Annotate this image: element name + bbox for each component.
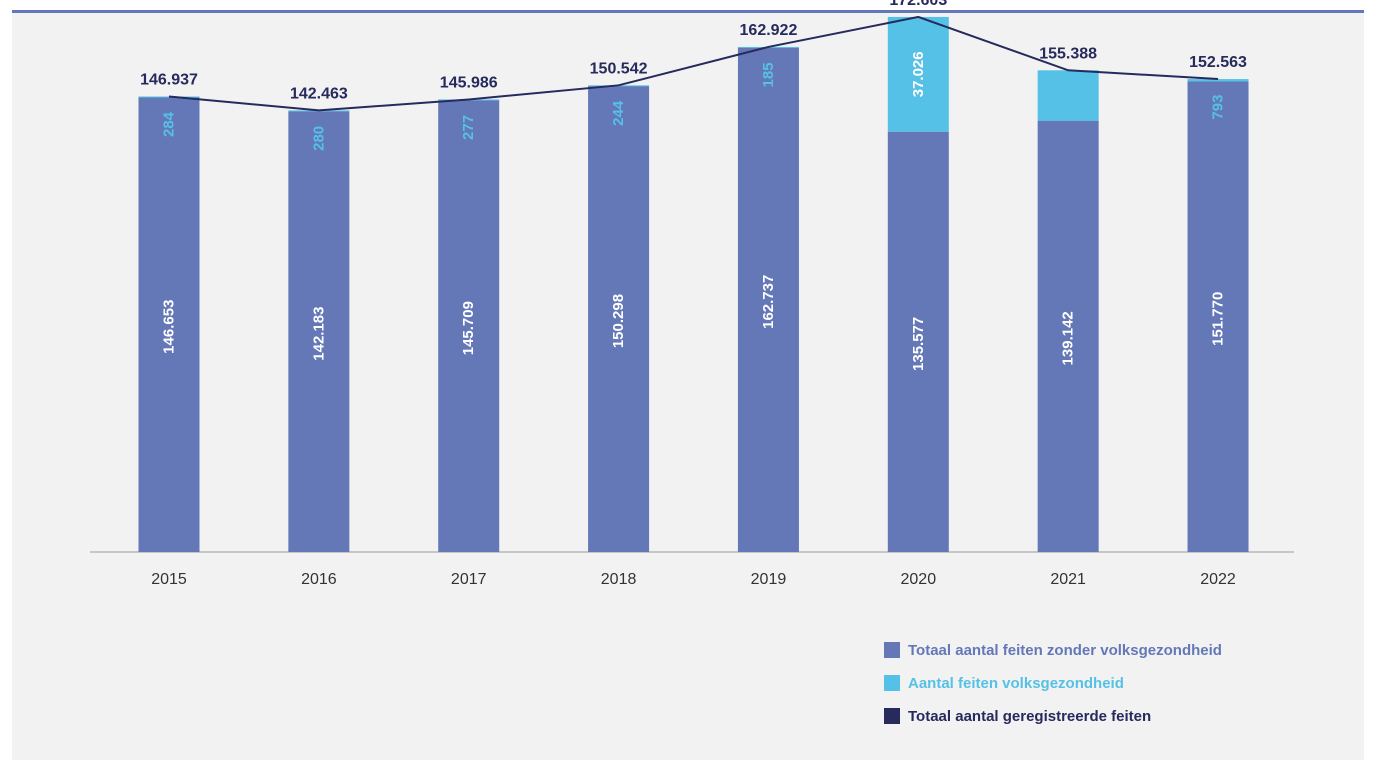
top-rule bbox=[12, 10, 1364, 13]
total-label-2019: 162.922 bbox=[740, 22, 798, 39]
series-total-labels: 146.937 142.463 145.986 150.542 162.922 172.6… bbox=[140, 0, 1247, 102]
bar-base-2020 bbox=[887, 131, 949, 552]
bar-volks-2022 bbox=[1187, 79, 1249, 82]
x-tick-2021: 2021 bbox=[1050, 571, 1086, 588]
bar-base-label-2018: 150.298 bbox=[610, 294, 627, 348]
bar-base-2022 bbox=[1187, 81, 1249, 552]
bar-volks-2020 bbox=[887, 16, 949, 132]
bar-volks-label-2019: 185 bbox=[760, 62, 777, 87]
bar-base-2021 bbox=[1037, 120, 1099, 553]
total-label-2021: 155.388 bbox=[1039, 45, 1097, 62]
legend: Totaal aantal feiten zonder volksgezondh… bbox=[884, 641, 1222, 740]
series-base-bars bbox=[138, 47, 1249, 553]
bar-base-label-2019: 162.737 bbox=[760, 275, 777, 329]
legend-swatch-total bbox=[884, 708, 900, 724]
series-volks-labels: 284 280 277 244 185 37.026 16.246 793 bbox=[161, 51, 1227, 151]
bar-volks-label-2018: 244 bbox=[610, 100, 627, 126]
total-series-line bbox=[168, 15, 1219, 112]
legend-label-volks: Aantal feiten volksgezondheid bbox=[908, 674, 1124, 692]
total-label-2017: 145.986 bbox=[440, 74, 498, 91]
bar-volks-label-2021: 16.246 bbox=[1060, 75, 1077, 121]
x-tick-2022: 2022 bbox=[1200, 571, 1236, 588]
x-tick-2020: 2020 bbox=[901, 571, 937, 588]
legend-item-volks: Aantal feiten volksgezondheid bbox=[884, 674, 1222, 692]
x-tick-labels: 2015 2016 2017 2018 2019 2020 2021 2022 bbox=[151, 571, 1236, 588]
total-label-2016: 142.463 bbox=[290, 85, 348, 102]
bar-base-label-2017: 145.709 bbox=[460, 301, 477, 355]
x-tick-2016: 2016 bbox=[301, 571, 337, 588]
bar-base-2016 bbox=[288, 111, 350, 552]
bar-base-2019 bbox=[737, 47, 799, 553]
bar-volks-label-2015: 284 bbox=[161, 111, 178, 137]
total-label-2018: 150.542 bbox=[590, 60, 648, 77]
bar-base-label-2021: 139.142 bbox=[1060, 311, 1077, 365]
x-tick-2017: 2017 bbox=[451, 571, 487, 588]
legend-item-total: Totaal aantal geregistreerde feiten bbox=[884, 707, 1222, 725]
bar-base-2018 bbox=[588, 86, 650, 552]
x-tick-2018: 2018 bbox=[601, 571, 637, 588]
bar-volks-label-2020: 37.026 bbox=[910, 51, 927, 97]
legend-item-base: Totaal aantal feiten zonder volksgezondh… bbox=[884, 641, 1222, 659]
bar-base-label-2022: 151.770 bbox=[1210, 292, 1227, 346]
bar-base-label-2016: 142.183 bbox=[310, 306, 327, 360]
bar-base-label-2015: 146.653 bbox=[161, 300, 178, 354]
legend-label-base: Totaal aantal feiten zonder volksgezondh… bbox=[908, 641, 1222, 659]
bar-volks-2021 bbox=[1037, 70, 1099, 121]
x-tick-2015: 2015 bbox=[151, 571, 187, 588]
legend-label-total: Totaal aantal geregistreerde feiten bbox=[908, 707, 1152, 725]
series-base-labels: 146.653 142.183 145.709 150.298 162.737 135.5… bbox=[161, 275, 1227, 371]
bar-volks-label-2022: 793 bbox=[1210, 95, 1227, 120]
bar-base-2017 bbox=[438, 100, 500, 553]
legend-swatch-base bbox=[884, 642, 900, 658]
chart-panel bbox=[12, 10, 1364, 760]
total-label-2022: 152.563 bbox=[1189, 54, 1247, 71]
bar-volks-label-2016: 280 bbox=[310, 126, 327, 151]
legend-swatch-volks bbox=[884, 675, 900, 691]
bar-base-2015 bbox=[138, 97, 200, 552]
total-label-2015: 146.937 bbox=[140, 71, 198, 88]
bar-volks-label-2017: 277 bbox=[460, 115, 477, 140]
x-tick-2019: 2019 bbox=[751, 571, 787, 588]
total-label-2020: 172.603 bbox=[889, 0, 947, 9]
bar-base-label-2020: 135.577 bbox=[910, 317, 927, 371]
